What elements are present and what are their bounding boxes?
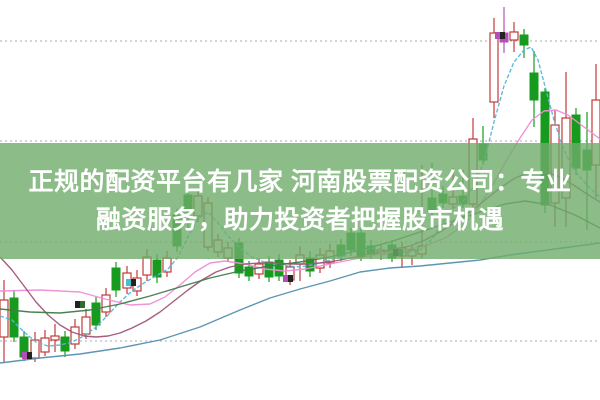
- marker-flag: [500, 32, 505, 39]
- candle-body-down: [91, 302, 101, 326]
- marker-flag: [495, 32, 500, 39]
- candle-body-up: [50, 335, 60, 341]
- candle-body-down: [244, 266, 254, 277]
- candle-body-up: [509, 31, 519, 41]
- candle-body-up: [142, 256, 152, 276]
- marker-flag: [75, 301, 80, 308]
- candle-body-up: [162, 257, 172, 273]
- candle-body-down: [529, 72, 539, 101]
- candle-body-down: [274, 259, 284, 277]
- candle-body-up: [70, 326, 80, 345]
- banner-title-line-1: 正规的配资平台有几家 河南股票配资公司：专业: [28, 167, 572, 196]
- marker-flag: [131, 279, 136, 286]
- marker-flag: [283, 275, 288, 282]
- candle-body-down: [152, 259, 162, 278]
- candle-body-up: [30, 339, 40, 359]
- marker-flag: [126, 279, 131, 286]
- marker-flag: [80, 301, 85, 308]
- marker-flag: [27, 352, 32, 359]
- candle-body-down: [519, 34, 529, 46]
- marker-flag: [22, 352, 27, 359]
- candle-body-up: [101, 294, 111, 313]
- candle-body-down: [111, 267, 121, 291]
- candle-body-down: [9, 297, 19, 338]
- marker-flag: [288, 275, 293, 282]
- banner-title-line-2: 融资服务，助力投资者把握股市机遇: [95, 205, 504, 234]
- candle-body-up: [489, 32, 499, 103]
- candle-body-up: [81, 316, 91, 335]
- watermark-banner: 正规的配资平台有几家 河南股票配资公司：专业 融资服务，助力投资者把握股市机遇: [0, 143, 600, 259]
- ma-line-ma10: [0, 109, 600, 306]
